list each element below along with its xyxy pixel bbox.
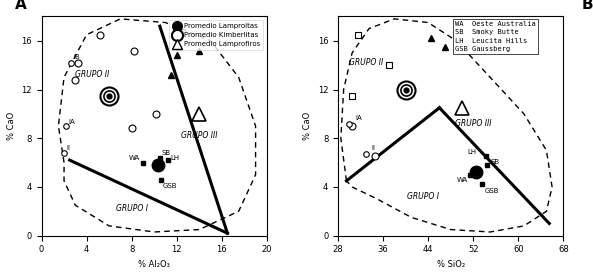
Text: GRUPO III: GRUPO III bbox=[181, 131, 218, 140]
Text: GRUPO I: GRUPO I bbox=[116, 204, 148, 213]
Text: GRUPO II: GRUPO II bbox=[75, 70, 109, 79]
Text: WA: WA bbox=[457, 177, 468, 183]
Text: GRUPO III: GRUPO III bbox=[455, 119, 492, 128]
Text: II: II bbox=[66, 145, 71, 152]
Legend: Promedio Lamproitas, Promedio Kimberlitas, Promedio Lamprofiros: Promedio Lamproitas, Promedio Kimberlita… bbox=[169, 20, 263, 50]
Y-axis label: % CaO: % CaO bbox=[303, 112, 312, 140]
Text: A: A bbox=[14, 0, 26, 12]
Text: SB: SB bbox=[161, 150, 170, 156]
Text: WA: WA bbox=[129, 155, 141, 161]
Text: GSB: GSB bbox=[162, 183, 177, 189]
Text: IA: IA bbox=[355, 115, 362, 121]
Text: WA  Oeste Australia
SB  Smoky Butte
LH  Leucita Hills
GSB Gaussberg: WA Oeste Australia SB Smoky Butte LH Leu… bbox=[455, 21, 536, 52]
Text: IA: IA bbox=[69, 119, 75, 125]
Text: LH: LH bbox=[170, 155, 180, 161]
Text: B: B bbox=[581, 0, 593, 12]
X-axis label: % Al₂O₃: % Al₂O₃ bbox=[138, 260, 170, 269]
Text: GRUPO I: GRUPO I bbox=[407, 192, 438, 201]
Text: SB: SB bbox=[490, 159, 499, 165]
Text: GRUPO II: GRUPO II bbox=[349, 58, 383, 67]
Text: GSB: GSB bbox=[484, 188, 499, 194]
Text: IB: IB bbox=[73, 54, 80, 60]
X-axis label: % SiO₂: % SiO₂ bbox=[436, 260, 465, 269]
Y-axis label: % CaO: % CaO bbox=[7, 112, 15, 140]
Text: II: II bbox=[372, 145, 376, 152]
Text: LH: LH bbox=[467, 149, 477, 155]
